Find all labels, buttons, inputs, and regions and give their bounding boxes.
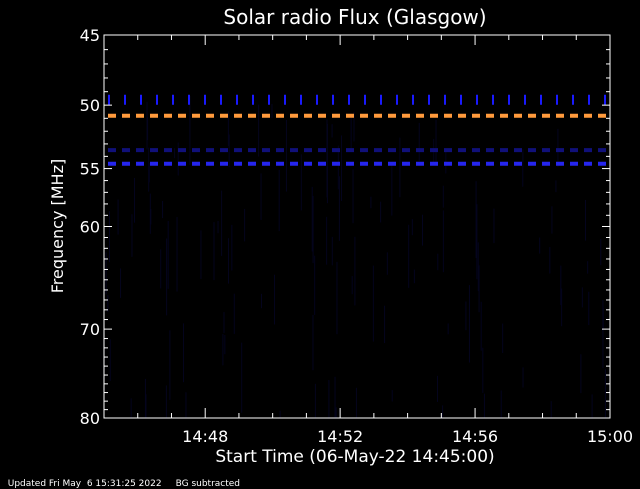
y-axis: 45 50 55 60 70 80 [80, 26, 610, 428]
chart-title: Solar radio Flux (Glasgow) [223, 5, 486, 29]
x-tick-label: 14:56 [452, 427, 498, 446]
x-tick-label: 15:00 [587, 427, 633, 446]
x-tick-label: 14:48 [182, 427, 228, 446]
plot-frame [103, 34, 611, 419]
y-tick-label: 60 [80, 218, 100, 237]
plot-area [105, 95, 606, 418]
footer: Updated Fri May 6 15:31:25 2022 BG subtra… [2, 469, 254, 489]
updated-timestamp: Updated Fri May 6 15:31:25 2022 [7, 479, 162, 489]
x-axis: 14:48 14:52 14:56 15:00 [103, 35, 633, 446]
y-tick-label: 55 [80, 160, 100, 179]
y-axis-label: Frequency [MHz] [48, 159, 67, 293]
processing-note: BG subtracted [175, 479, 241, 489]
y-tick-label: 70 [80, 320, 100, 339]
y-tick-label: 80 [80, 409, 100, 428]
y-tick-label: 50 [80, 96, 100, 115]
y-tick-label: 45 [80, 26, 100, 45]
x-axis-label: Start Time (06-May-22 14:45:00) [215, 447, 494, 467]
frequency-bands [108, 94, 608, 166]
x-tick-label: 14:52 [317, 427, 363, 446]
